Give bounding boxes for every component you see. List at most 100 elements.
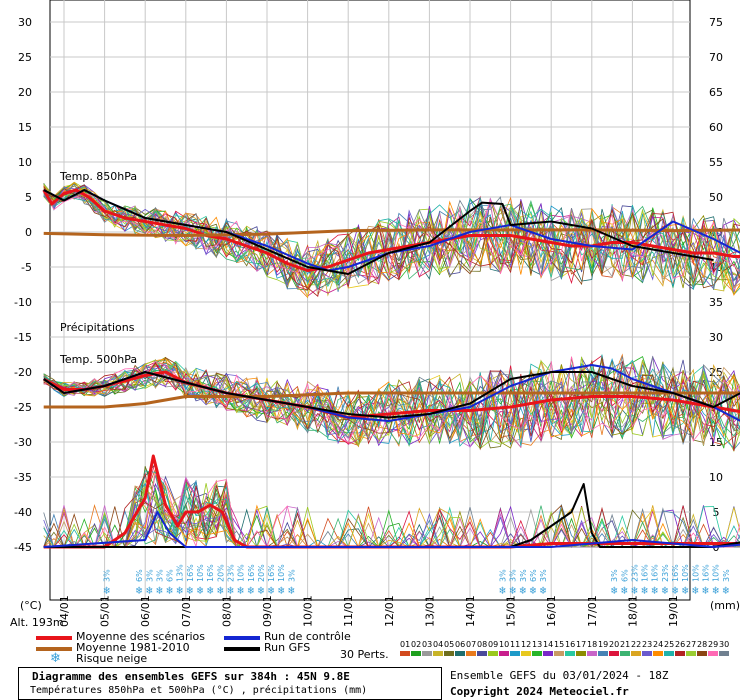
member-line-850 (43, 190, 740, 296)
x-date-label: 08/01 (220, 595, 233, 627)
x-date-label: 14/01 (464, 595, 477, 627)
series-line-850 (43, 228, 740, 237)
pert-label: 03 (422, 640, 433, 649)
footer-run: Ensemble GEFS du 03/01/2024 - 18Z (450, 669, 669, 682)
pert-label: 21 (620, 640, 631, 649)
pert-swatch (697, 651, 707, 656)
x-date-label: 09/01 (261, 595, 274, 627)
snow-risk-label: 3% (519, 569, 528, 582)
snow-risk-label: 10% (196, 564, 205, 582)
member-line-precip (43, 480, 740, 549)
footer-title: Diagramme des ensembles GEFS sur 384h : … (32, 670, 350, 683)
footer-subtitle: Températures 850hPa et 500hPa (°C) , pré… (30, 685, 368, 696)
pert-swatch (554, 651, 564, 656)
snowflake-icon: ❄ (156, 584, 163, 597)
x-date-label: 15/01 (505, 595, 518, 627)
pert-label: 07 (466, 640, 477, 649)
snow-risk-label: 20% (216, 564, 225, 582)
snowflake-icon: ❄ (136, 584, 143, 597)
snowflake-icon: ❄ (540, 584, 547, 597)
pert-swatch (686, 651, 696, 656)
pert-label: 12 (521, 640, 532, 649)
series-line-precip (43, 511, 740, 548)
y-right-tick-label: 55 (709, 156, 723, 169)
y-left-tick-label: -30 (14, 436, 32, 449)
altitude-label: Alt. 193m (10, 616, 64, 629)
snow-risk-label: 3% (498, 569, 507, 582)
y-left-tick-label: -5 (21, 261, 32, 274)
pert-swatch (642, 651, 652, 656)
y-left-tick-label: 25 (18, 51, 32, 64)
y-left-tick-label: -20 (14, 366, 32, 379)
x-date-label: 12/01 (383, 595, 396, 627)
pert-label: 29 (708, 640, 719, 649)
snowflake-icon: ❄ (268, 584, 275, 597)
x-date-label: 04/01 (58, 595, 71, 627)
snowflake-icon: ❄ (499, 584, 506, 597)
member-line-850 (43, 186, 740, 290)
member-line-850 (43, 183, 740, 290)
snow-risk-label: 3% (155, 569, 164, 582)
y-right-tick-label: 50 (709, 191, 723, 204)
pert-label: 09 (488, 640, 499, 649)
snow-risk-label: 16% (247, 564, 256, 582)
pert-label: 05 (444, 640, 455, 649)
pert-swatch (477, 651, 487, 656)
series-line-500 (43, 391, 740, 409)
pert-swatch (510, 651, 520, 656)
pert-swatch (499, 651, 509, 656)
member-line-850 (43, 188, 740, 291)
pert-swatch (433, 651, 443, 656)
y-right-tick-label: 5 (713, 506, 720, 519)
pert-label: 16 (565, 640, 576, 649)
pert-label: 25 (664, 640, 675, 649)
y-left-tick-label: 0 (25, 226, 32, 239)
pert-swatch (422, 651, 432, 656)
snow-risk-label: 6% (529, 569, 538, 582)
snowflake-icon: ❄ (176, 584, 183, 597)
legend-label-normal: Moyenne 1981-2010 (76, 641, 190, 654)
pert-swatch (576, 651, 586, 656)
footer-copyright: Copyright 2024 Meteociel.fr (450, 685, 629, 698)
pert-swatch (631, 651, 641, 656)
pert-swatch (620, 651, 630, 656)
pert-label: 26 (675, 640, 686, 649)
snow-risk-label: 6% (135, 569, 144, 582)
snowflake-icon: ❄ (103, 584, 110, 597)
snowflake-icon: ❄ (207, 584, 214, 597)
pert-label: 22 (631, 640, 642, 649)
y-left-tick-label: 30 (18, 16, 32, 29)
pert-swatch (598, 651, 608, 656)
snow-risk-label: 3% (722, 569, 731, 582)
snowflake-icon: ❄ (672, 584, 679, 597)
x-date-label: 16/01 (545, 595, 558, 627)
series-line-500 (43, 371, 740, 419)
y-right-tick-label: 70 (709, 51, 723, 64)
pert-swatch (675, 651, 685, 656)
pert-swatch (444, 651, 454, 656)
snow-risk-label: 16% (267, 564, 276, 582)
x-date-label: 17/01 (586, 595, 599, 627)
legend-label-snow: Risque neige (76, 652, 148, 665)
legend-swatch-mean (36, 636, 72, 640)
snowflake-icon: ❄ (247, 584, 254, 597)
member-line-500 (43, 360, 740, 451)
pert-swatch (664, 651, 674, 656)
x-date-label: 13/01 (423, 595, 436, 627)
legend-label-mean: Moyenne des scénarios (76, 630, 205, 643)
y-right-tick-label: 10 (709, 471, 723, 484)
x-date-label: 10/01 (302, 595, 315, 627)
y-right-tick-label: 30 (709, 331, 723, 344)
snow-risk-label: 10% (681, 564, 690, 582)
pert-label: 15 (554, 640, 565, 649)
pert-label: 04 (433, 640, 444, 649)
pert-label: 19 (598, 640, 609, 649)
pert-swatch (565, 651, 575, 656)
y-left-tick-label: -40 (14, 506, 32, 519)
pert-swatch (488, 651, 498, 656)
y-left-tick-label: -15 (14, 331, 32, 344)
footer-title-box (18, 667, 442, 700)
snowflake-icon: ❄ (722, 584, 729, 597)
snow-risk-label: 3% (103, 569, 112, 582)
pert-label: 08 (477, 640, 488, 649)
